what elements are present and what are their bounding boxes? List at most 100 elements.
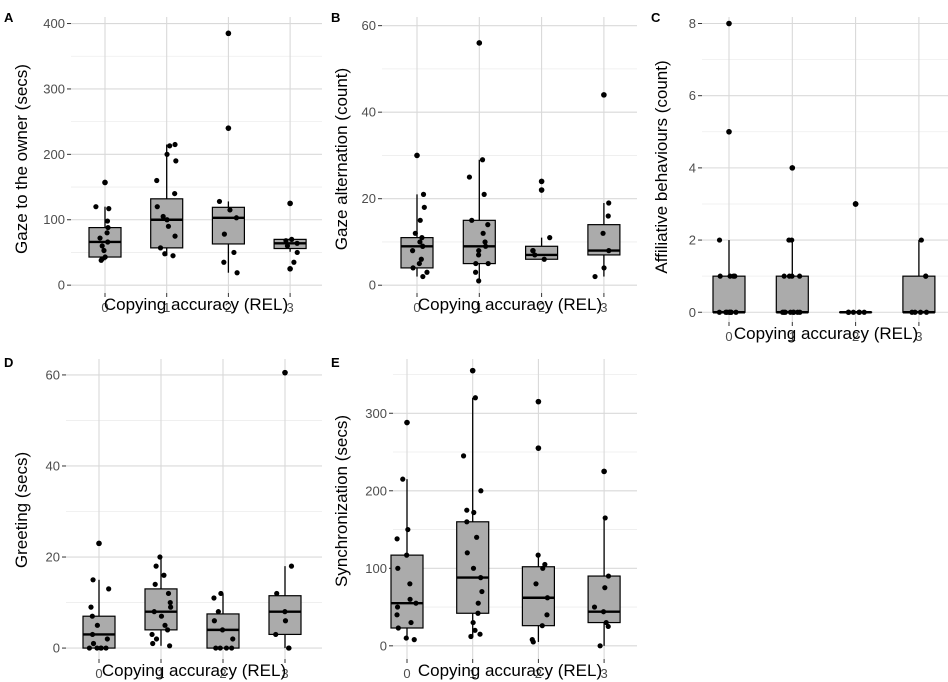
data-point (160, 213, 166, 220)
y-tick-label: 20 (46, 550, 60, 565)
data-point (230, 636, 236, 642)
data-point (477, 631, 483, 637)
data-point (472, 269, 479, 275)
panel-d-ylabel: Greeting (secs) (12, 452, 31, 568)
data-point (225, 30, 231, 36)
data-point (104, 636, 110, 642)
data-point (165, 590, 172, 597)
data-point (853, 201, 859, 207)
data-point (96, 540, 102, 546)
data-point (460, 453, 467, 459)
data-point (535, 552, 541, 558)
data-point (597, 643, 603, 649)
data-point (98, 257, 104, 263)
y-tick-label: 8 (689, 16, 696, 31)
y-tick-label: 100 (43, 212, 65, 227)
data-point (539, 623, 545, 629)
data-point (94, 645, 100, 651)
data-point (104, 230, 110, 236)
data-point (223, 645, 230, 651)
data-point (541, 256, 547, 262)
x-tick-label: 3 (600, 300, 607, 315)
data-point (420, 273, 426, 280)
data-point (165, 223, 172, 229)
data-point (403, 635, 409, 641)
data-point (395, 625, 401, 631)
data-point (468, 633, 474, 640)
data-point (99, 243, 105, 249)
x-tick-label: 3 (600, 666, 607, 681)
data-point (167, 599, 173, 606)
data-point (542, 561, 548, 568)
data-point (217, 645, 223, 651)
data-point (472, 627, 478, 633)
data-point (845, 309, 851, 315)
data-point (716, 309, 722, 315)
data-point (103, 645, 109, 651)
box (587, 575, 621, 624)
data-point (600, 609, 607, 615)
data-point (732, 273, 738, 279)
data-point (161, 572, 167, 578)
data-point (417, 239, 423, 245)
x-tick-label: 2 (219, 666, 226, 681)
data-point (789, 165, 795, 171)
data-point (605, 573, 612, 579)
data-point (483, 243, 489, 249)
data-point (917, 309, 924, 315)
data-point (216, 198, 223, 205)
data-point (728, 309, 734, 315)
data-point (282, 618, 289, 624)
data-point (86, 645, 92, 651)
data-point (409, 248, 416, 254)
data-point (464, 550, 470, 556)
data-point (162, 251, 168, 257)
data-point (274, 590, 280, 597)
data-point (273, 631, 279, 638)
panel-b-xlabel: Copying accuracy (REL) (418, 295, 602, 314)
x-tick-label: 3 (281, 666, 288, 681)
data-point (215, 609, 221, 615)
data-point (539, 178, 545, 184)
data-point (218, 590, 224, 597)
data-point (164, 151, 170, 157)
x-tick-label: 0 (413, 300, 420, 315)
data-point (606, 200, 612, 206)
data-point (727, 273, 733, 279)
data-point (795, 309, 801, 315)
data-point (168, 604, 174, 610)
panel-a-letter: A (4, 10, 14, 25)
box (775, 275, 809, 313)
data-point (481, 191, 487, 197)
data-point (797, 273, 803, 279)
data-point (394, 536, 400, 542)
panel-a-ylabel: Gaze to the owner (secs) (12, 64, 31, 254)
data-point (282, 370, 288, 376)
data-point (404, 419, 410, 426)
data-point (469, 217, 475, 223)
data-point (530, 248, 536, 254)
y-tick-label: 40 (46, 458, 60, 473)
data-point (227, 207, 233, 213)
data-point (106, 206, 112, 212)
data-point (170, 253, 176, 259)
data-point (101, 247, 107, 254)
data-point (404, 552, 410, 558)
data-point (475, 252, 482, 258)
data-point (479, 588, 485, 595)
data-point (413, 600, 419, 606)
data-point (407, 596, 413, 602)
data-point (482, 239, 488, 245)
data-point (480, 230, 486, 236)
data-point (229, 645, 235, 651)
x-tick-label: 1 (469, 666, 476, 681)
data-point (231, 249, 237, 256)
data-point (153, 636, 160, 642)
y-tick-label: 0 (380, 638, 387, 653)
y-tick-label: 200 (43, 147, 65, 162)
data-point (726, 20, 732, 27)
data-point (400, 476, 406, 482)
x-tick-label: 2 (538, 300, 545, 315)
data-point (89, 613, 95, 619)
